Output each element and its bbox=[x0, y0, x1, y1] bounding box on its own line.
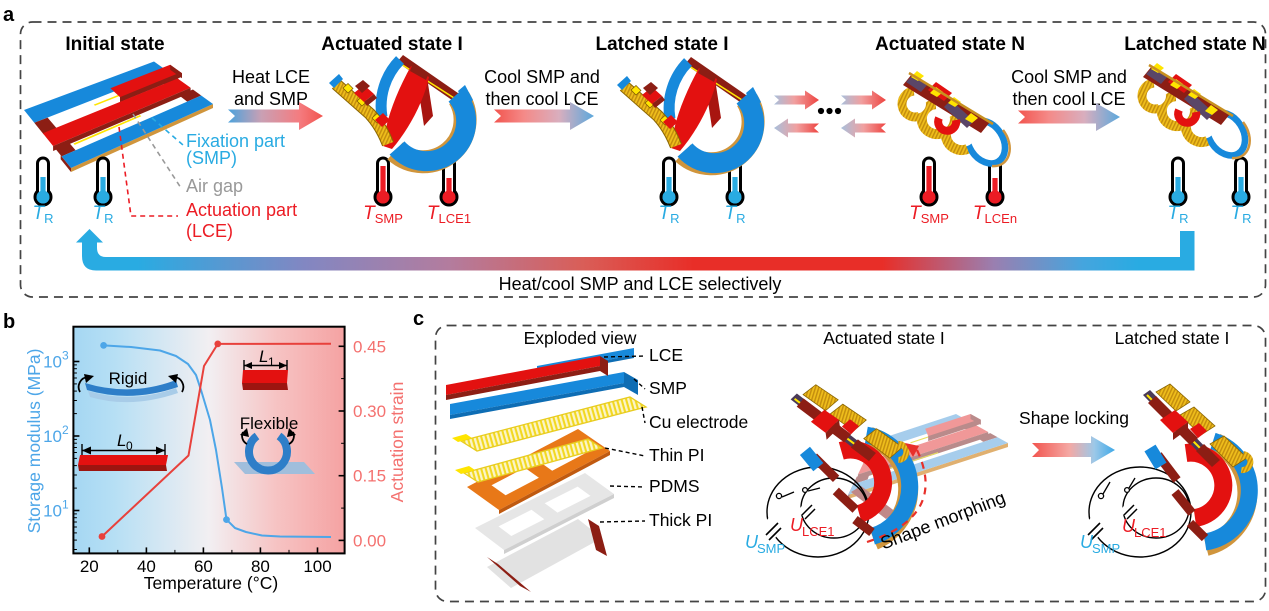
svg-text:Temperature (°C): Temperature (°C) bbox=[144, 573, 278, 593]
svg-text:SMP: SMP bbox=[1092, 541, 1120, 556]
svg-text:(SMP): (SMP) bbox=[186, 148, 237, 168]
svg-text:U: U bbox=[1080, 532, 1094, 552]
svg-text:then cool LCE: then cool LCE bbox=[1012, 89, 1125, 109]
svg-text:10: 10 bbox=[43, 353, 62, 372]
svg-text:TR: TR bbox=[1168, 203, 1189, 226]
svg-text:0.15: 0.15 bbox=[353, 467, 386, 486]
svg-text:Actuated state I: Actuated state I bbox=[823, 328, 945, 348]
svg-text:LCE1: LCE1 bbox=[1134, 525, 1167, 540]
svg-text:TR: TR bbox=[33, 203, 54, 226]
svg-text:100: 100 bbox=[303, 557, 331, 576]
svg-text:U: U bbox=[1122, 516, 1136, 536]
svg-text:TR: TR bbox=[93, 203, 114, 226]
svg-text:Latched state I: Latched state I bbox=[1115, 328, 1230, 348]
svg-text:Fixation part: Fixation part bbox=[186, 131, 285, 151]
svg-text:SMP: SMP bbox=[757, 541, 785, 556]
svg-text:Thick PI: Thick PI bbox=[649, 510, 712, 530]
svg-text:0.00: 0.00 bbox=[353, 531, 386, 550]
svg-text:TLCEn: TLCEn bbox=[973, 203, 1017, 226]
svg-text:Actuated state I: Actuated state I bbox=[321, 34, 462, 55]
svg-text:a: a bbox=[3, 4, 15, 26]
svg-text:Cool SMP and: Cool SMP and bbox=[1011, 67, 1127, 87]
svg-text:Rigid: Rigid bbox=[109, 369, 148, 388]
svg-text:c: c bbox=[413, 308, 424, 330]
svg-text:Flexible: Flexible bbox=[240, 414, 299, 433]
svg-text:10: 10 bbox=[43, 502, 62, 521]
svg-text:(LCE): (LCE) bbox=[186, 221, 233, 241]
svg-text:U: U bbox=[790, 515, 804, 535]
svg-text:Latched state I: Latched state I bbox=[595, 34, 728, 55]
svg-text:TLCE1: TLCE1 bbox=[427, 203, 471, 226]
svg-text:Actuation part: Actuation part bbox=[186, 200, 297, 220]
svg-text:Cool SMP and: Cool SMP and bbox=[484, 67, 600, 87]
svg-text:Shape locking: Shape locking bbox=[1019, 408, 1129, 428]
svg-text:TR: TR bbox=[1231, 203, 1252, 226]
svg-text:Actuation strain: Actuation strain bbox=[387, 382, 407, 503]
svg-text:40: 40 bbox=[137, 557, 156, 576]
svg-text:20: 20 bbox=[80, 557, 99, 576]
svg-text:1: 1 bbox=[268, 355, 275, 369]
svg-text:L: L bbox=[117, 431, 126, 450]
svg-text:LCE: LCE bbox=[649, 345, 683, 365]
svg-text:L: L bbox=[259, 347, 268, 366]
svg-text:Latched state N: Latched state N bbox=[1124, 34, 1265, 55]
svg-text:0.45: 0.45 bbox=[353, 337, 386, 356]
svg-text:0.30: 0.30 bbox=[353, 402, 386, 421]
svg-text:SMP: SMP bbox=[649, 378, 687, 398]
svg-text:10: 10 bbox=[43, 427, 62, 446]
svg-text:60: 60 bbox=[194, 557, 213, 576]
svg-text:80: 80 bbox=[251, 557, 270, 576]
svg-text:2: 2 bbox=[62, 423, 69, 437]
svg-text:1: 1 bbox=[62, 498, 69, 512]
svg-text:Actuated state N: Actuated state N bbox=[875, 34, 1025, 55]
svg-text:U: U bbox=[745, 532, 759, 552]
svg-text:Thin PI: Thin PI bbox=[649, 445, 704, 465]
svg-text:and SMP: and SMP bbox=[234, 89, 308, 109]
svg-text:PDMS: PDMS bbox=[649, 476, 700, 496]
svg-text:Exploded view: Exploded view bbox=[524, 328, 637, 348]
svg-text:then cool LCE: then cool LCE bbox=[485, 89, 598, 109]
svg-text:LCE1: LCE1 bbox=[802, 524, 835, 539]
svg-text:TSMP: TSMP bbox=[909, 203, 949, 226]
svg-text:TSMP: TSMP bbox=[363, 203, 403, 226]
svg-text:Initial state: Initial state bbox=[65, 34, 164, 55]
svg-text:b: b bbox=[3, 311, 15, 333]
svg-text:Heat LCE: Heat LCE bbox=[232, 67, 310, 87]
svg-text:Storage modulus (MPa): Storage modulus (MPa) bbox=[24, 349, 44, 534]
svg-text:Heat/cool SMP and LCE selectiv: Heat/cool SMP and LCE selectively bbox=[499, 274, 782, 294]
svg-text:Air gap: Air gap bbox=[186, 176, 243, 196]
svg-text:3: 3 bbox=[62, 349, 69, 363]
svg-text:TR: TR bbox=[725, 203, 746, 226]
svg-text:Cu electrode: Cu electrode bbox=[649, 412, 748, 432]
svg-text:0: 0 bbox=[126, 439, 133, 453]
svg-text:TR: TR bbox=[659, 203, 680, 226]
